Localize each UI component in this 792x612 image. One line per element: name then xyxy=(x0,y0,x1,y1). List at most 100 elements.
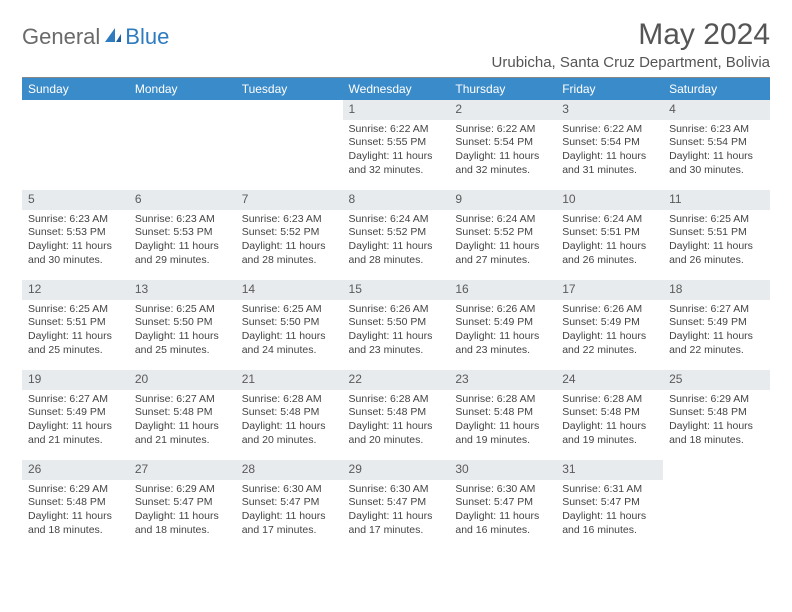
calendar-cell: 8Sunrise: 6:24 AMSunset: 5:52 PMDaylight… xyxy=(343,190,450,280)
day-number: 9 xyxy=(449,190,556,210)
day-header: Thursday xyxy=(449,78,556,100)
day-number: 10 xyxy=(556,190,663,210)
daylight-text: Daylight: 11 hours and 19 minutes. xyxy=(562,420,657,447)
daylight-text: Daylight: 11 hours and 26 minutes. xyxy=(669,240,764,267)
day-number: 18 xyxy=(663,280,770,300)
day-body: Sunrise: 6:29 AMSunset: 5:48 PMDaylight:… xyxy=(22,480,129,542)
sunset-text: Sunset: 5:48 PM xyxy=(349,406,444,420)
daylight-text: Daylight: 11 hours and 25 minutes. xyxy=(135,330,230,357)
day-number: 21 xyxy=(236,370,343,390)
day-body: Sunrise: 6:22 AMSunset: 5:54 PMDaylight:… xyxy=(556,120,663,182)
sunset-text: Sunset: 5:50 PM xyxy=(135,316,230,330)
day-header: Monday xyxy=(129,78,236,100)
day-body: Sunrise: 6:31 AMSunset: 5:47 PMDaylight:… xyxy=(556,480,663,542)
sunset-text: Sunset: 5:49 PM xyxy=(28,406,123,420)
daylight-text: Daylight: 11 hours and 19 minutes. xyxy=(455,420,550,447)
daylight-text: Daylight: 11 hours and 30 minutes. xyxy=(669,150,764,177)
calendar-table: Sunday Monday Tuesday Wednesday Thursday… xyxy=(22,78,770,550)
calendar-row: 1Sunrise: 6:22 AMSunset: 5:55 PMDaylight… xyxy=(22,100,770,190)
day-number xyxy=(22,100,129,120)
day-number: 5 xyxy=(22,190,129,210)
sunset-text: Sunset: 5:48 PM xyxy=(135,406,230,420)
sunrise-text: Sunrise: 6:27 AM xyxy=(669,303,764,317)
calendar-cell: 18Sunrise: 6:27 AMSunset: 5:49 PMDayligh… xyxy=(663,280,770,370)
day-number: 15 xyxy=(343,280,450,300)
logo-sail-icon xyxy=(103,26,123,49)
daylight-text: Daylight: 11 hours and 31 minutes. xyxy=(562,150,657,177)
sunrise-text: Sunrise: 6:29 AM xyxy=(669,393,764,407)
day-body: Sunrise: 6:30 AMSunset: 5:47 PMDaylight:… xyxy=(343,480,450,542)
daylight-text: Daylight: 11 hours and 17 minutes. xyxy=(242,510,337,537)
calendar-cell: 3Sunrise: 6:22 AMSunset: 5:54 PMDaylight… xyxy=(556,100,663,190)
day-body: Sunrise: 6:22 AMSunset: 5:54 PMDaylight:… xyxy=(449,120,556,182)
logo-text-general: General xyxy=(22,24,100,50)
sunrise-text: Sunrise: 6:29 AM xyxy=(28,483,123,497)
calendar-cell: 10Sunrise: 6:24 AMSunset: 5:51 PMDayligh… xyxy=(556,190,663,280)
day-header-row: Sunday Monday Tuesday Wednesday Thursday… xyxy=(22,78,770,100)
day-number: 26 xyxy=(22,460,129,480)
daylight-text: Daylight: 11 hours and 18 minutes. xyxy=(669,420,764,447)
sunrise-text: Sunrise: 6:28 AM xyxy=(562,393,657,407)
sunrise-text: Sunrise: 6:24 AM xyxy=(455,213,550,227)
day-body: Sunrise: 6:26 AMSunset: 5:49 PMDaylight:… xyxy=(449,300,556,362)
sunset-text: Sunset: 5:54 PM xyxy=(669,136,764,150)
day-number: 23 xyxy=(449,370,556,390)
day-number: 16 xyxy=(449,280,556,300)
sunrise-text: Sunrise: 6:28 AM xyxy=(455,393,550,407)
day-body: Sunrise: 6:27 AMSunset: 5:48 PMDaylight:… xyxy=(129,390,236,452)
daylight-text: Daylight: 11 hours and 17 minutes. xyxy=(349,510,444,537)
sunrise-text: Sunrise: 6:23 AM xyxy=(669,123,764,137)
sunrise-text: Sunrise: 6:25 AM xyxy=(669,213,764,227)
calendar-cell: 2Sunrise: 6:22 AMSunset: 5:54 PMDaylight… xyxy=(449,100,556,190)
calendar-cell: 5Sunrise: 6:23 AMSunset: 5:53 PMDaylight… xyxy=(22,190,129,280)
day-body: Sunrise: 6:24 AMSunset: 5:52 PMDaylight:… xyxy=(449,210,556,272)
sunset-text: Sunset: 5:49 PM xyxy=(455,316,550,330)
day-number: 6 xyxy=(129,190,236,210)
sunset-text: Sunset: 5:53 PM xyxy=(135,226,230,240)
day-number: 7 xyxy=(236,190,343,210)
day-number: 20 xyxy=(129,370,236,390)
day-number xyxy=(663,460,770,480)
day-header: Friday xyxy=(556,78,663,100)
day-number: 19 xyxy=(22,370,129,390)
day-header: Wednesday xyxy=(343,78,450,100)
day-number: 12 xyxy=(22,280,129,300)
month-title: May 2024 xyxy=(492,18,770,52)
day-body: Sunrise: 6:27 AMSunset: 5:49 PMDaylight:… xyxy=(663,300,770,362)
sunrise-text: Sunrise: 6:28 AM xyxy=(242,393,337,407)
day-number: 4 xyxy=(663,100,770,120)
sunset-text: Sunset: 5:48 PM xyxy=(28,496,123,510)
sunset-text: Sunset: 5:47 PM xyxy=(135,496,230,510)
daylight-text: Daylight: 11 hours and 26 minutes. xyxy=(562,240,657,267)
day-number: 11 xyxy=(663,190,770,210)
calendar-cell: 24Sunrise: 6:28 AMSunset: 5:48 PMDayligh… xyxy=(556,370,663,460)
day-body: Sunrise: 6:28 AMSunset: 5:48 PMDaylight:… xyxy=(556,390,663,452)
day-number: 28 xyxy=(236,460,343,480)
day-body: Sunrise: 6:27 AMSunset: 5:49 PMDaylight:… xyxy=(22,390,129,452)
daylight-text: Daylight: 11 hours and 16 minutes. xyxy=(562,510,657,537)
daylight-text: Daylight: 11 hours and 20 minutes. xyxy=(242,420,337,447)
sunset-text: Sunset: 5:51 PM xyxy=(562,226,657,240)
calendar-cell: 26Sunrise: 6:29 AMSunset: 5:48 PMDayligh… xyxy=(22,460,129,550)
day-number xyxy=(129,100,236,120)
title-block: May 2024 Urubicha, Santa Cruz Department… xyxy=(492,18,770,71)
calendar-cell xyxy=(663,460,770,550)
sunrise-text: Sunrise: 6:26 AM xyxy=(349,303,444,317)
sunset-text: Sunset: 5:52 PM xyxy=(349,226,444,240)
daylight-text: Daylight: 11 hours and 32 minutes. xyxy=(455,150,550,177)
day-number: 13 xyxy=(129,280,236,300)
calendar-cell xyxy=(236,100,343,190)
sunrise-text: Sunrise: 6:31 AM xyxy=(562,483,657,497)
day-body: Sunrise: 6:29 AMSunset: 5:48 PMDaylight:… xyxy=(663,390,770,452)
daylight-text: Daylight: 11 hours and 28 minutes. xyxy=(242,240,337,267)
sunrise-text: Sunrise: 6:26 AM xyxy=(455,303,550,317)
sunset-text: Sunset: 5:52 PM xyxy=(242,226,337,240)
day-body: Sunrise: 6:28 AMSunset: 5:48 PMDaylight:… xyxy=(449,390,556,452)
calendar-cell: 13Sunrise: 6:25 AMSunset: 5:50 PMDayligh… xyxy=(129,280,236,370)
day-body: Sunrise: 6:23 AMSunset: 5:54 PMDaylight:… xyxy=(663,120,770,182)
calendar-cell: 9Sunrise: 6:24 AMSunset: 5:52 PMDaylight… xyxy=(449,190,556,280)
sunset-text: Sunset: 5:51 PM xyxy=(28,316,123,330)
daylight-text: Daylight: 11 hours and 27 minutes. xyxy=(455,240,550,267)
sunset-text: Sunset: 5:48 PM xyxy=(669,406,764,420)
sunset-text: Sunset: 5:48 PM xyxy=(562,406,657,420)
